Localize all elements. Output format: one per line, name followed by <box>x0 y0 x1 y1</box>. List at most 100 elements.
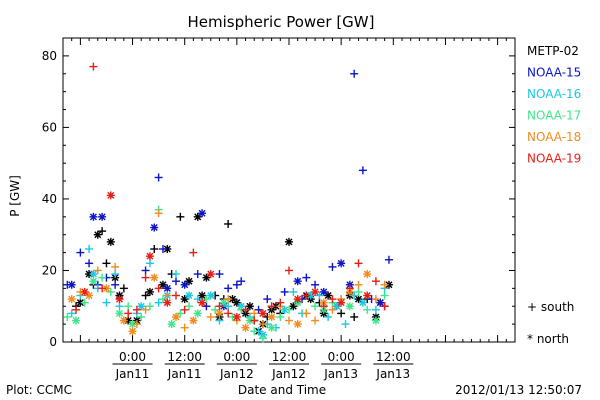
data-point-south <box>354 287 363 296</box>
plot-frame <box>62 37 516 343</box>
data-point-south <box>132 320 141 329</box>
data-point-south <box>154 209 163 218</box>
data-point-north <box>150 273 159 282</box>
data-point-south <box>250 327 259 336</box>
data-point-south <box>176 212 185 221</box>
footer-plot-source: Plot: CCMC <box>6 383 72 397</box>
data-point-south <box>172 270 180 279</box>
data-point-south <box>154 298 163 307</box>
data-point-south <box>350 291 359 300</box>
x-tick-date-label: Jan13 <box>375 367 410 381</box>
data-point-south <box>289 287 298 296</box>
x-tick-time-label: 12:00 <box>376 350 411 364</box>
data-point-south <box>202 302 211 311</box>
data-point-south <box>258 320 267 329</box>
data-point-south <box>276 312 285 321</box>
data-point-south <box>180 323 189 332</box>
series-noaa-15 <box>63 69 393 314</box>
x-tick-date-label: Jan11 <box>115 367 150 381</box>
data-point-south <box>380 280 389 289</box>
data-point-south <box>285 266 293 275</box>
data-point-south <box>67 309 76 318</box>
data-point-south <box>98 227 107 236</box>
data-point-south <box>172 277 180 286</box>
data-point-south <box>328 262 337 271</box>
legend-entry: NOAA-15 <box>527 66 581 80</box>
data-point-north <box>337 298 346 307</box>
data-point-south <box>172 291 180 300</box>
footer-timestamp: 2012/01/13 12:50:07 <box>455 383 582 397</box>
data-point-south <box>137 312 146 321</box>
data-point-south <box>158 295 167 304</box>
data-point-south <box>206 312 215 321</box>
x-tick-date-label: Jan13 <box>323 367 358 381</box>
data-point-north <box>98 212 107 221</box>
data-point-north <box>198 291 207 300</box>
data-point-south <box>315 291 324 300</box>
data-point-north <box>145 252 154 261</box>
data-point-south <box>224 302 233 311</box>
data-point-south <box>72 305 81 314</box>
x-tick-time-label: 0:00 <box>223 350 250 364</box>
data-point-south <box>250 309 259 318</box>
data-point-north <box>67 295 76 304</box>
y-axis-label: P [GW] <box>8 175 22 217</box>
data-points <box>63 62 393 343</box>
data-point-south <box>176 309 185 318</box>
data-point-south <box>276 298 285 307</box>
data-point-south <box>150 245 159 254</box>
legend-north-marker-label: * north <box>527 332 569 346</box>
data-point-north <box>167 320 176 329</box>
x-tick-time-label: 12:00 <box>272 350 307 364</box>
data-point-south <box>141 305 150 314</box>
data-point-north <box>150 223 159 232</box>
data-point-south <box>141 273 150 282</box>
data-point-north <box>189 316 198 325</box>
data-point-south <box>124 309 133 318</box>
data-point-north <box>128 320 137 329</box>
data-point-south <box>215 302 224 311</box>
legend-south-marker-label: + south <box>527 300 574 314</box>
data-point-south <box>358 166 367 175</box>
data-point-south <box>98 273 107 282</box>
data-point-south <box>163 291 172 300</box>
data-point-south <box>380 302 389 311</box>
data-point-south <box>267 302 276 311</box>
legend-entry: NOAA-17 <box>527 109 581 123</box>
data-point-south <box>111 280 120 289</box>
data-point-south <box>311 302 320 311</box>
data-point-north <box>215 309 224 318</box>
data-point-south <box>215 316 224 325</box>
data-point-north <box>376 298 385 307</box>
data-point-north <box>293 320 302 329</box>
data-point-south <box>63 312 72 321</box>
data-point-south <box>263 295 272 304</box>
data-point-north <box>163 284 172 293</box>
data-point-south <box>280 287 289 296</box>
data-point-north <box>358 298 367 307</box>
data-point-south <box>211 305 220 314</box>
data-point-south <box>285 305 293 314</box>
data-point-south <box>371 277 380 286</box>
data-point-south <box>98 284 107 293</box>
data-point-north <box>145 287 154 296</box>
data-point-south <box>285 316 293 325</box>
data-point-north <box>80 287 89 296</box>
data-point-north <box>106 237 115 246</box>
data-point-north <box>363 270 372 279</box>
data-point-south <box>111 262 120 271</box>
data-point-south <box>371 305 380 314</box>
plot-border <box>62 37 516 343</box>
data-point-south <box>124 302 133 311</box>
data-point-north <box>267 323 276 332</box>
data-point-south <box>193 295 202 304</box>
data-point-south <box>354 259 363 268</box>
series-noaa-19 <box>72 62 389 325</box>
data-point-south <box>141 291 150 300</box>
data-point-north <box>206 270 215 279</box>
data-point-south <box>241 305 250 314</box>
data-point-north <box>172 312 180 321</box>
data-point-south <box>158 245 167 254</box>
data-point-north <box>119 316 128 325</box>
